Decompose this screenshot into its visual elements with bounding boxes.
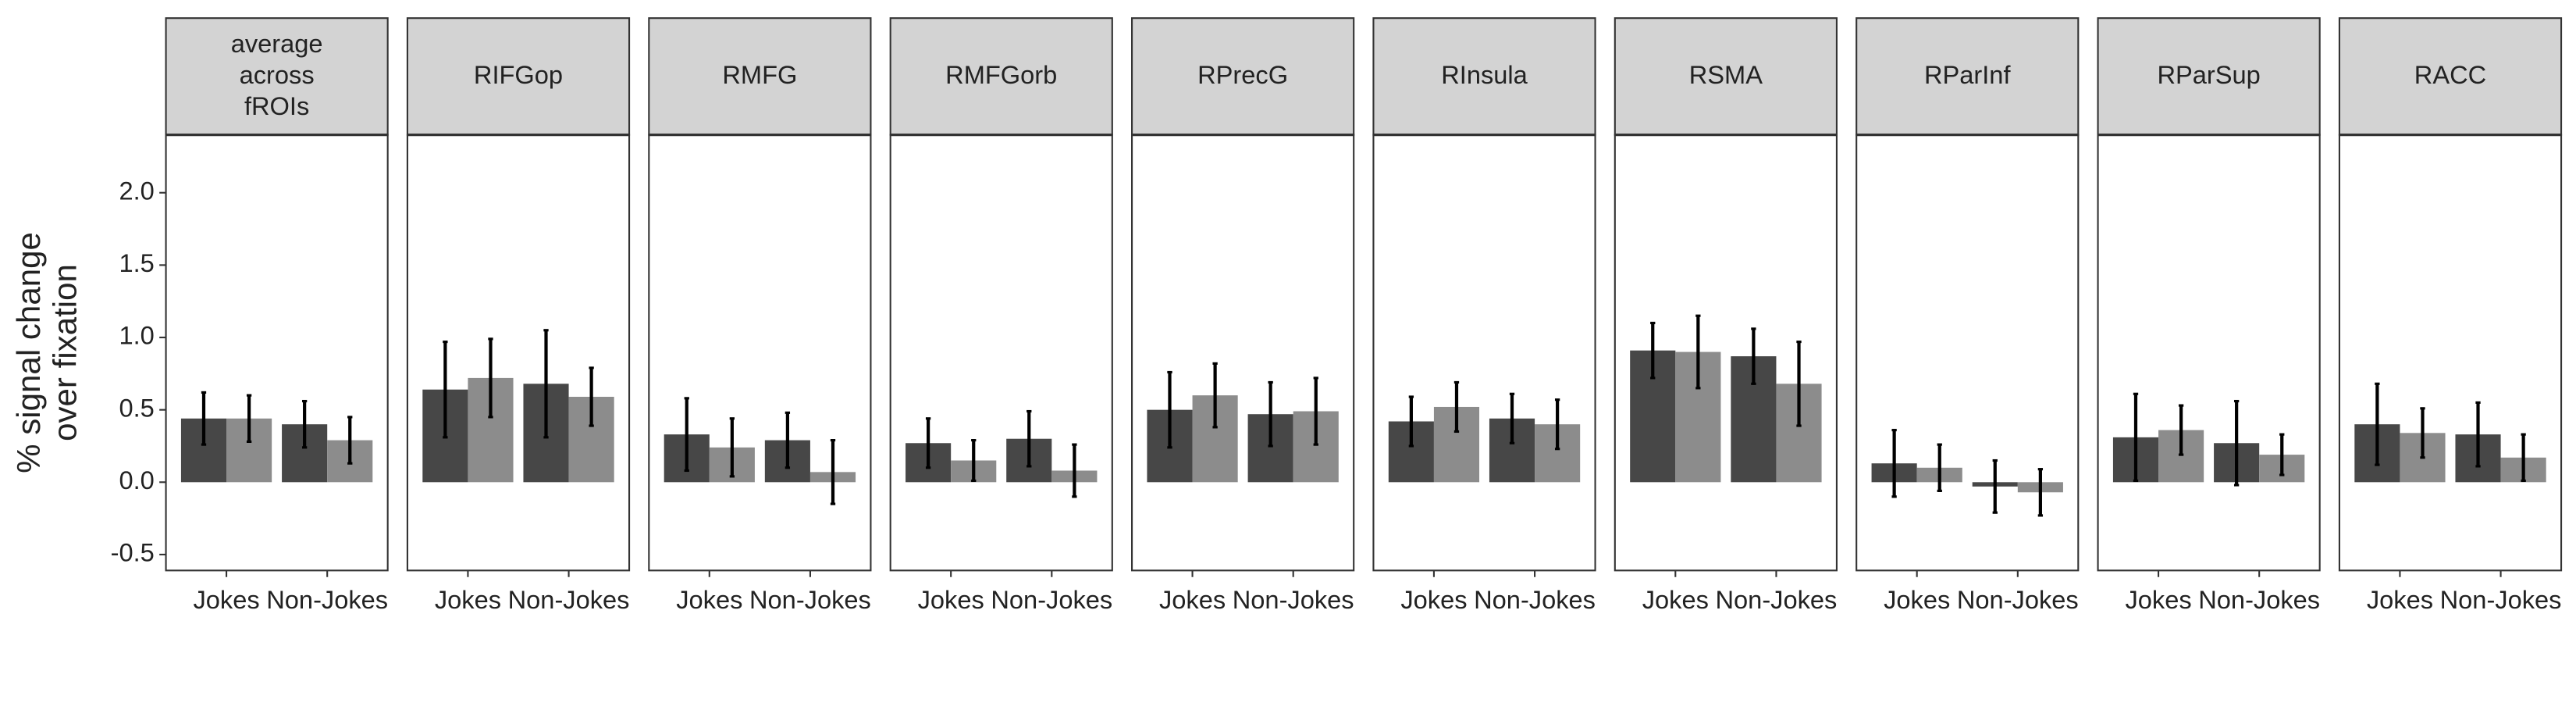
facet-strip	[1614, 17, 1838, 136]
text-line: RParInf	[1924, 60, 2011, 89]
panel-border	[1372, 134, 1596, 572]
x-tick-label: Jokes	[2125, 585, 2191, 614]
text-line: RACC	[2414, 60, 2486, 89]
x-tick-label: Non-Jokes	[266, 585, 388, 614]
x-tick-label: Non-Jokes	[2198, 585, 2320, 614]
x-tick-label: Jokes	[2367, 585, 2433, 614]
facet-title: RACC	[2414, 60, 2486, 89]
facet-strip	[406, 17, 631, 136]
x-tick-label: Jokes	[1400, 585, 1467, 614]
facet-strip	[1131, 17, 1355, 136]
text-line: RMFG	[722, 60, 797, 89]
x-tick-label: Jokes	[918, 585, 984, 614]
facet-title: RIFGop	[474, 60, 563, 89]
x-tick-label: Jokes	[1884, 585, 1950, 614]
y-tick-label: 1.5	[119, 248, 154, 277]
panel-border	[648, 134, 872, 572]
text-line: % signal change	[10, 232, 47, 473]
facet-strip	[165, 17, 389, 136]
y-tick-label: 0.5	[119, 393, 154, 422]
facet-title: average across fROIs	[231, 29, 323, 120]
panel-border	[889, 134, 1113, 572]
facet-title: RParSup	[2157, 60, 2260, 89]
panel-border	[2097, 134, 2321, 572]
x-tick-label: Jokes	[1642, 585, 1709, 614]
y-tick-label: 0.0	[119, 466, 154, 494]
facet-title: RSMA	[1689, 60, 1763, 89]
facet-title: RMFG	[722, 60, 797, 89]
y-tick-label: -0.5	[111, 538, 155, 567]
panel-border	[1614, 134, 1838, 572]
facet-strip	[1372, 17, 1596, 136]
x-tick-label: Non-Jokes	[1957, 585, 2079, 614]
x-tick-label: Non-Jokes	[2440, 585, 2562, 614]
x-tick-label: Non-Jokes	[991, 585, 1112, 614]
x-tick-label: Non-Jokes	[1474, 585, 1596, 614]
text-line: RParSup	[2157, 60, 2260, 89]
facet-title: RPrecG	[1197, 60, 1288, 89]
y-tick-label: 1.0	[119, 321, 154, 350]
x-tick-label: Jokes	[676, 585, 742, 614]
text-line: RIFGop	[474, 60, 563, 89]
facet-strip	[2097, 17, 2321, 136]
y-axis-title: % signal changeover fixation	[10, 232, 83, 473]
facet-title: RInsula	[1441, 60, 1528, 89]
facet-strip	[2338, 17, 2563, 136]
x-tick-label: Non-Jokes	[1716, 585, 1838, 614]
panel-border	[1131, 134, 1355, 572]
x-tick-label: Jokes	[193, 585, 259, 614]
x-tick-label: Jokes	[1159, 585, 1226, 614]
text-line: average	[231, 29, 323, 58]
x-tick-label: Jokes	[435, 585, 501, 614]
panel-border	[406, 134, 631, 572]
y-tick-label: 2.0	[119, 176, 154, 205]
text-line: fROIs	[244, 91, 309, 120]
facet-title: RParInf	[1924, 60, 2011, 89]
x-tick-label: Non-Jokes	[749, 585, 871, 614]
facet-strip	[1856, 17, 2080, 136]
text-line: RPrecG	[1197, 60, 1288, 89]
panel-border	[1856, 134, 2080, 572]
panel-border	[2338, 134, 2563, 572]
text-line: over fixation	[46, 264, 83, 441]
text-line: RSMA	[1689, 60, 1763, 89]
x-tick-label: Non-Jokes	[1233, 585, 1354, 614]
x-tick-label: Non-Jokes	[508, 585, 630, 614]
facet-title: RMFGorb	[945, 60, 1057, 89]
text-line: RInsula	[1441, 60, 1528, 89]
panel-border	[165, 134, 389, 572]
facet-strip	[648, 17, 872, 136]
text-line: across	[240, 60, 315, 89]
text-line: RMFGorb	[945, 60, 1057, 89]
